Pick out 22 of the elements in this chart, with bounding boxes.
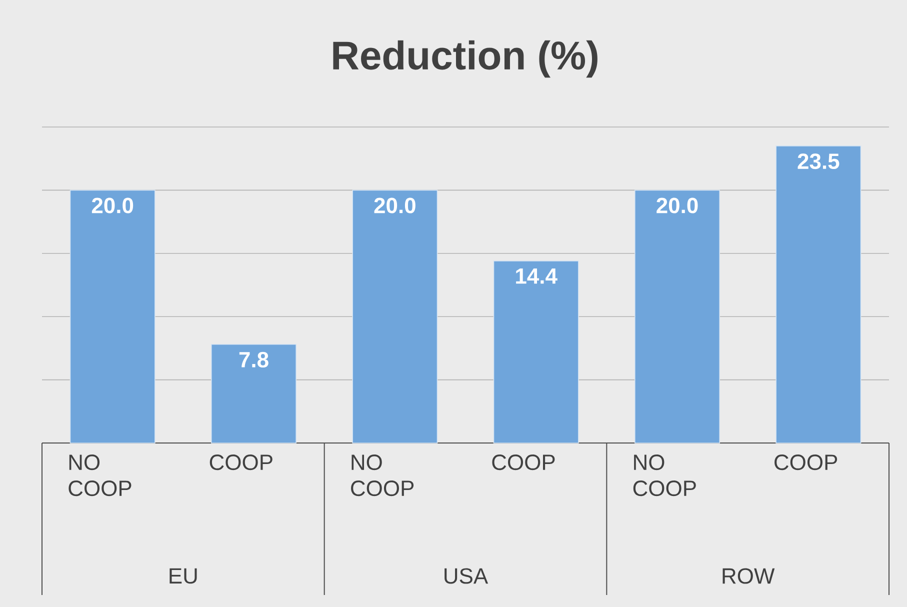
data-label: 14.4 (516, 268, 558, 284)
x-tick-label: COOP (774, 454, 838, 470)
x-tick-label: NO COOP (351, 454, 414, 496)
text: EU (170, 568, 197, 584)
x-tick-label: COOP (492, 454, 555, 470)
text: USA (444, 568, 488, 584)
x-tick-label: NO COOP (633, 454, 696, 496)
bar (70, 190, 156, 444)
data-label: 23.5 (798, 153, 840, 170)
bar (776, 146, 862, 444)
data-label: 20.0 (374, 198, 416, 214)
bar (493, 260, 579, 444)
data-label: 20.0 (92, 198, 134, 214)
chart-title: Reduction (%) (333, 40, 598, 78)
data-label: 20.0 (656, 198, 698, 214)
x-tick-label: NO COOP (68, 454, 132, 496)
bar (352, 190, 438, 444)
bar (634, 190, 720, 444)
text: ROW (722, 568, 775, 584)
x-tick-label: COOP (210, 454, 272, 470)
data-label: 7.8 (239, 352, 268, 368)
bar (211, 344, 296, 444)
